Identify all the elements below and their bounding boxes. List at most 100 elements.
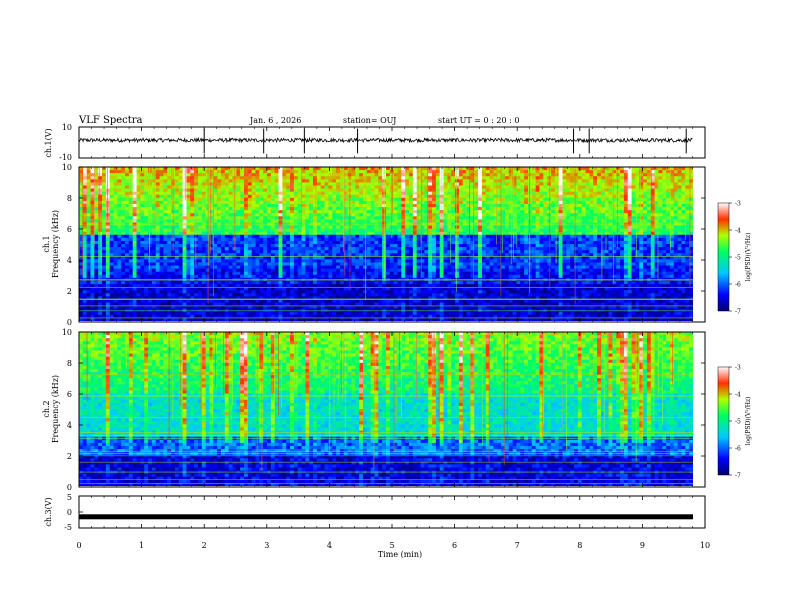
spectrogram-cell: [297, 170, 302, 174]
spectrogram-cell: [267, 167, 272, 171]
spectrogram-cell: [213, 280, 218, 285]
spectrogram-cell: [247, 170, 253, 174]
spectrogram-cell: [366, 237, 372, 242]
spectrogram-cell: [174, 296, 180, 300]
spectrogram-cell: [228, 308, 233, 313]
spectrogram-cell: [228, 253, 233, 257]
spectrogram-cell: [79, 265, 84, 270]
spectrogram-cell: [397, 247, 402, 251]
spectrogram-cell: [194, 176, 199, 180]
spectrogram-cell: [90, 194, 95, 199]
spectrogram-cell: [194, 197, 199, 202]
spectrogram-cell: [102, 284, 107, 288]
spectrogram-cell: [132, 284, 137, 288]
spectrogram-cell: [290, 213, 295, 217]
spectrogram-cell: [140, 259, 145, 263]
spectrogram-cell: [82, 213, 88, 217]
spectrogram-cell: [86, 179, 91, 183]
spectrogram-cell: [190, 244, 195, 248]
spectrogram-cell: [443, 194, 448, 199]
spectrogram-cell: [105, 308, 111, 313]
spectrogram-cell: [405, 200, 410, 205]
spectrogram-cell: [362, 311, 368, 316]
spectrogram-cell: [432, 225, 437, 229]
spectrogram-cell: [409, 253, 414, 257]
spectrogram-cell: [159, 293, 164, 297]
spectrogram-cell: [82, 179, 88, 183]
spectrogram-cell: [409, 314, 414, 319]
spectrogram-cell: [443, 197, 448, 202]
spectrogram-cell: [293, 262, 299, 266]
spectrogram-cell: [416, 203, 421, 208]
spectrogram-cell: [155, 287, 160, 291]
spectrogram-cell: [339, 216, 345, 220]
spectrogram-cell: [443, 314, 448, 319]
spectrogram-cell: [451, 185, 456, 189]
spectrogram-cell: [297, 274, 302, 279]
spectrogram-cell: [451, 167, 456, 171]
spectrogram-cell: [343, 200, 349, 205]
spectrogram-cell: [255, 173, 260, 177]
spectrogram-cell: [197, 299, 203, 303]
spectrogram-cell: [386, 259, 391, 263]
ch1-panel: 10 -10 ch.1(V): [44, 123, 706, 162]
spectrogram-cell: [386, 253, 391, 257]
spectrogram-cell: [351, 240, 356, 245]
spectrogram-cell: [309, 296, 314, 300]
spectrogram-cell: [389, 185, 395, 189]
spectrogram-cell: [389, 293, 395, 297]
spectrogram-cell: [197, 225, 203, 229]
spectrogram-cell: [336, 302, 341, 306]
spectrogram-cell: [290, 234, 295, 239]
spectrogram-cell: [220, 228, 226, 233]
spectrogram-cell: [347, 314, 352, 319]
spectrogram-cell: [447, 299, 452, 303]
spectrogram-cell: [220, 259, 226, 263]
spectrogram-cell: [397, 268, 402, 273]
spectrogram-cell: [293, 210, 299, 214]
spectrogram-cell: [148, 293, 153, 297]
spectrogram-cell: [201, 234, 207, 239]
spectrogram-cell: [220, 250, 226, 254]
spectrogram-cell: [240, 182, 245, 186]
spectrogram-cell: [286, 308, 291, 313]
spectrogram-cell: [171, 262, 176, 266]
spectrogram-cell: [286, 194, 291, 199]
spectrogram-cell: [432, 247, 437, 251]
spectrogram-cell: [290, 188, 295, 193]
spectrogram-cell: [416, 225, 421, 229]
spectrogram-cell: [447, 271, 452, 276]
spectrogram-cell: [121, 302, 126, 306]
spectrogram-cell: [232, 290, 237, 294]
spectrogram-cell: [370, 274, 375, 279]
spectrogram-cell: [182, 262, 187, 266]
spectrogram-cell: [297, 237, 302, 242]
spectrogram-cell: [370, 167, 375, 171]
spectrogram-cell: [370, 256, 375, 260]
spectrogram-cell: [144, 200, 149, 205]
spectrogram-cell: [397, 225, 402, 229]
spectrogram-cell: [370, 308, 375, 313]
spectrogram-cell: [324, 250, 329, 254]
spectrogram-cell: [362, 271, 368, 276]
spectrogram-cell: [247, 210, 253, 214]
spectrogram-cell: [401, 194, 406, 199]
spectrogram-cell: [244, 234, 249, 239]
spectrogram-cell: [432, 200, 437, 205]
spectrogram-cell: [217, 234, 222, 239]
spectrogram-cell: [151, 256, 157, 260]
spectrogram-cell: [424, 256, 429, 260]
spectrogram-cell: [324, 253, 329, 257]
spectrogram-cell: [109, 179, 114, 183]
spectrogram-cell: [132, 203, 137, 208]
spectrogram-cell: [370, 305, 375, 310]
spectrogram-cell: [105, 185, 111, 189]
spectrogram-cell: [224, 200, 230, 205]
spectrogram-cell: [94, 262, 99, 266]
spectrogram-cell: [102, 311, 107, 316]
spectrogram-cell: [90, 271, 95, 276]
spectrogram-cell: [309, 225, 314, 229]
spectrogram-cell: [439, 296, 444, 300]
spectrogram-cell: [397, 287, 402, 291]
spectrogram-cell: [105, 293, 111, 297]
